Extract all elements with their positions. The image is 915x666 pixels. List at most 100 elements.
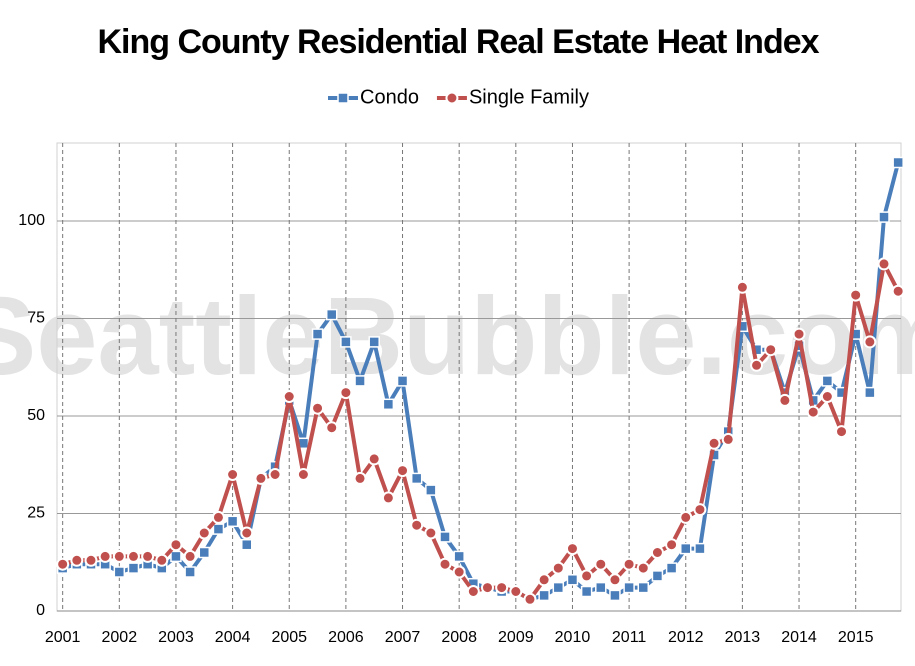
legend-label: Single Family	[469, 86, 589, 108]
data-point	[537, 573, 551, 587]
data-point	[56, 557, 70, 571]
y-tick-label: 0	[36, 602, 45, 619]
data-point	[835, 425, 849, 439]
data-point	[466, 585, 480, 598]
data-point	[325, 308, 338, 321]
data-point	[226, 515, 239, 528]
data-point	[453, 550, 465, 563]
x-tick-label: 2012	[668, 629, 704, 646]
data-point	[368, 336, 380, 348]
data-point	[296, 468, 310, 481]
data-point	[821, 375, 834, 387]
data-point	[98, 549, 112, 563]
data-point	[424, 526, 438, 540]
data-point	[367, 452, 381, 466]
data-point	[665, 538, 679, 552]
data-point	[523, 592, 537, 606]
x-tick-label: 2007	[385, 629, 421, 646]
data-point	[637, 581, 650, 594]
x-tick-label: 2010	[555, 629, 591, 646]
data-point	[806, 405, 820, 419]
data-point	[452, 565, 466, 579]
x-tick-label: 2013	[725, 629, 761, 646]
x-tick-label: 2004	[215, 629, 251, 646]
data-point	[339, 386, 353, 400]
data-point	[764, 343, 778, 357]
x-tick-label: 2015	[838, 629, 874, 646]
data-point	[891, 284, 905, 298]
data-point	[268, 468, 282, 481]
data-point	[198, 546, 211, 559]
data-point	[241, 538, 253, 551]
y-tick-label: 100	[18, 212, 45, 229]
data-point	[410, 472, 423, 485]
data-point	[438, 557, 452, 571]
data-point	[325, 421, 339, 435]
legend-label: Condo	[360, 86, 419, 108]
data-point	[608, 573, 622, 587]
data-point	[396, 464, 410, 478]
data-point	[382, 398, 395, 411]
data-point	[425, 484, 437, 496]
data-point	[155, 553, 169, 567]
data-point	[340, 336, 352, 348]
x-tick-label: 2009	[498, 629, 534, 646]
data-point	[480, 581, 494, 595]
data-point	[580, 585, 593, 598]
data-point	[679, 510, 693, 524]
data-point	[622, 557, 636, 571]
data-point	[594, 557, 608, 571]
data-point	[735, 280, 749, 294]
data-point	[609, 589, 621, 602]
data-point	[84, 553, 98, 567]
data-point	[410, 518, 424, 532]
data-point	[197, 526, 211, 540]
data-point	[820, 390, 834, 403]
x-tick-label: 2011	[612, 629, 647, 646]
y-tick-label: 75	[27, 310, 45, 327]
data-point	[864, 386, 876, 399]
x-tick-label: 2005	[271, 629, 307, 646]
data-point	[538, 589, 550, 602]
y-tick-label: 25	[27, 505, 45, 522]
data-point	[212, 523, 225, 535]
data-point	[595, 581, 607, 594]
data-point	[580, 569, 594, 583]
data-point	[226, 468, 240, 481]
data-point	[354, 375, 366, 387]
y-tick-label: 50	[27, 407, 45, 424]
legend-marker	[337, 92, 349, 104]
data-point	[282, 390, 296, 403]
data-point	[665, 562, 678, 574]
data-point	[311, 328, 324, 340]
data-point	[877, 257, 891, 271]
data-point	[127, 562, 140, 574]
data-point	[170, 550, 182, 563]
data-point	[211, 510, 225, 524]
data-point	[183, 549, 197, 563]
data-point	[169, 538, 183, 552]
data-point	[707, 436, 721, 450]
x-tick-label: 2006	[328, 629, 364, 646]
data-point	[721, 432, 735, 446]
data-point	[566, 574, 579, 586]
data-point	[254, 471, 268, 485]
data-point	[396, 375, 409, 387]
x-tick-label: 2014	[781, 629, 817, 646]
data-point	[623, 581, 635, 594]
data-point	[878, 211, 890, 223]
data-point	[495, 581, 509, 595]
data-point	[353, 471, 367, 485]
chart-title: King County Residential Real Estate Heat…	[97, 23, 819, 61]
data-point	[311, 401, 325, 415]
data-point	[863, 335, 877, 349]
data-point	[892, 156, 904, 169]
data-point	[651, 570, 664, 582]
data-point	[184, 566, 196, 578]
data-point	[381, 491, 395, 505]
data-point	[240, 526, 254, 540]
watermark: SeattleBubble.com	[0, 275, 915, 398]
data-point	[636, 561, 650, 575]
data-point	[552, 581, 565, 594]
